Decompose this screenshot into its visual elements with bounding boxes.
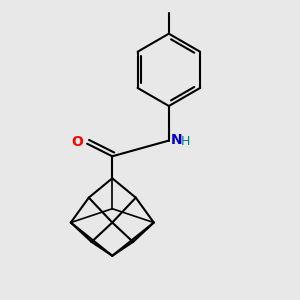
Text: N: N: [170, 133, 182, 147]
Text: H: H: [181, 135, 190, 148]
Text: O: O: [71, 135, 83, 149]
